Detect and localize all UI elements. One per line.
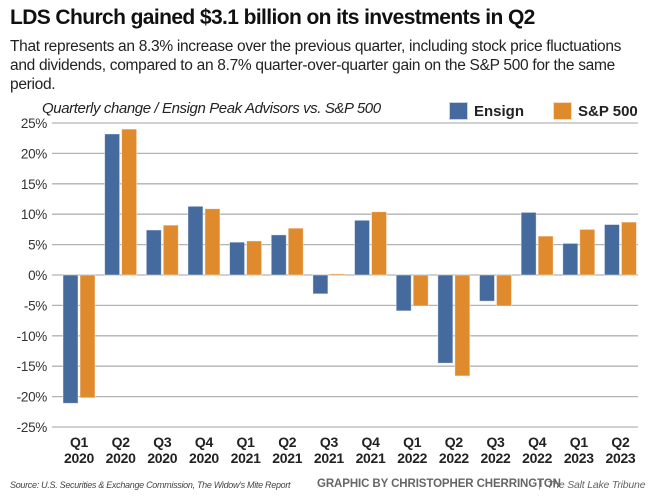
x-tick-label-year: 2021	[272, 450, 302, 466]
bar-ensign	[354, 219, 370, 276]
credit-separator: |	[538, 478, 541, 490]
x-tick-label-year: 2022	[481, 450, 511, 466]
x-tick-label-quarter: Q1	[403, 434, 422, 450]
x-tick-label-year: 2023	[605, 450, 635, 466]
x-tick-label-year: 2020	[189, 450, 219, 466]
legend-item-sp500: S&P 500	[553, 102, 638, 120]
y-tick-label: 5%	[28, 238, 47, 253]
x-tick-label-quarter: Q1	[570, 434, 589, 450]
bar-sp500	[204, 208, 221, 276]
bar-sp500	[496, 274, 512, 307]
x-tick-label-year: 2022	[397, 450, 427, 466]
x-tick-label-quarter: Q2	[445, 434, 464, 450]
y-tick-label: -15%	[17, 359, 48, 374]
headline: LDS Church gained $3.1 billion on its in…	[10, 6, 535, 29]
y-tick-label: 15%	[21, 177, 47, 192]
y-tick-label: -20%	[17, 390, 48, 405]
x-tick-label-year: 2023	[564, 450, 594, 466]
subheadline: That represents an 8.3% increase over th…	[10, 38, 622, 93]
x-tick-label-year: 2020	[147, 450, 177, 466]
y-tick-label: -10%	[17, 329, 48, 344]
bar-ensign	[62, 274, 79, 404]
x-tick-label-year: 2020	[106, 450, 136, 466]
x-tick-label-year: 2021	[356, 450, 386, 466]
bar-ensign	[604, 224, 620, 276]
x-tick-label-quarter: Q1	[237, 434, 256, 450]
bar-ensign	[312, 274, 329, 295]
bar-sp500	[371, 211, 387, 276]
bar-ensign	[270, 234, 287, 276]
bar-sp500	[579, 228, 596, 276]
bar-ensign	[145, 229, 162, 276]
x-tick-label-quarter: Q3	[486, 434, 505, 450]
bar-ensign	[104, 133, 121, 276]
bar-sp500	[329, 273, 346, 276]
legend-label-sp500: S&P 500	[578, 102, 638, 120]
bar-sp500	[162, 224, 179, 276]
source-note: Source: U.S. Securities & Exchange Commi…	[10, 480, 291, 490]
bar-sp500	[621, 221, 637, 276]
bar-sp500	[287, 227, 304, 276]
chart-title: Quarterly change / Ensign Peak Advisors …	[42, 100, 381, 117]
x-tick-label-year: 2021	[231, 450, 261, 466]
bar-sp500	[121, 128, 138, 276]
bar-sp500	[246, 240, 263, 276]
bar-ensign	[562, 242, 579, 276]
legend-item-ensign: Ensign	[449, 102, 524, 120]
y-tick-label: 25%	[21, 116, 47, 131]
bar-ensign	[395, 274, 412, 312]
bar-ensign	[229, 241, 246, 276]
bar-ensign	[479, 274, 495, 302]
x-tick-label-quarter: Q4	[362, 434, 381, 450]
y-tick-label: -5%	[24, 298, 47, 313]
y-tick-label: 20%	[21, 146, 47, 161]
bar-ensign	[437, 274, 454, 364]
legend-swatch-sp500	[553, 102, 572, 120]
bar-ensign	[187, 205, 204, 276]
bar-ensign	[520, 211, 537, 276]
x-tick-label-quarter: Q4	[528, 434, 547, 450]
x-tick-label-quarter: Q1	[70, 434, 89, 450]
bar-sp500	[412, 274, 429, 307]
x-tick-label-quarter: Q3	[153, 434, 172, 450]
x-tick-label-year: 2022	[522, 450, 552, 466]
legend-swatch-ensign	[449, 102, 468, 120]
bar-sp500	[79, 274, 96, 399]
bar-sp500	[454, 274, 471, 377]
x-tick-label-year: 2022	[439, 450, 469, 466]
x-tick-label-quarter: Q4	[195, 434, 214, 450]
x-tick-label-quarter: Q2	[278, 434, 297, 450]
x-tick-label-quarter: Q2	[112, 434, 131, 450]
graphic-credit: GRAPHIC BY CHRISTOPHER CHERRINGTON	[317, 478, 561, 490]
y-tick-label: 0%	[28, 268, 47, 283]
legend-label-ensign: Ensign	[474, 102, 525, 120]
x-tick-label-quarter: Q3	[320, 434, 339, 450]
y-tick-label: -25%	[17, 420, 48, 435]
publication-name: The Salt Lake Tribune	[547, 479, 646, 491]
bar-sp500	[537, 235, 554, 276]
x-tick-label-quarter: Q2	[611, 434, 630, 450]
x-tick-label-year: 2020	[64, 450, 94, 466]
x-tick-label-year: 2021	[314, 450, 344, 466]
y-tick-label: 10%	[21, 207, 47, 222]
